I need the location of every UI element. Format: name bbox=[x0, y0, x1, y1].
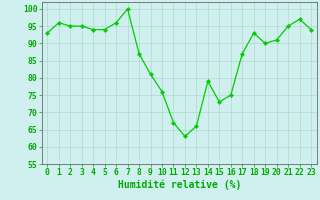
X-axis label: Humidité relative (%): Humidité relative (%) bbox=[117, 180, 241, 190]
